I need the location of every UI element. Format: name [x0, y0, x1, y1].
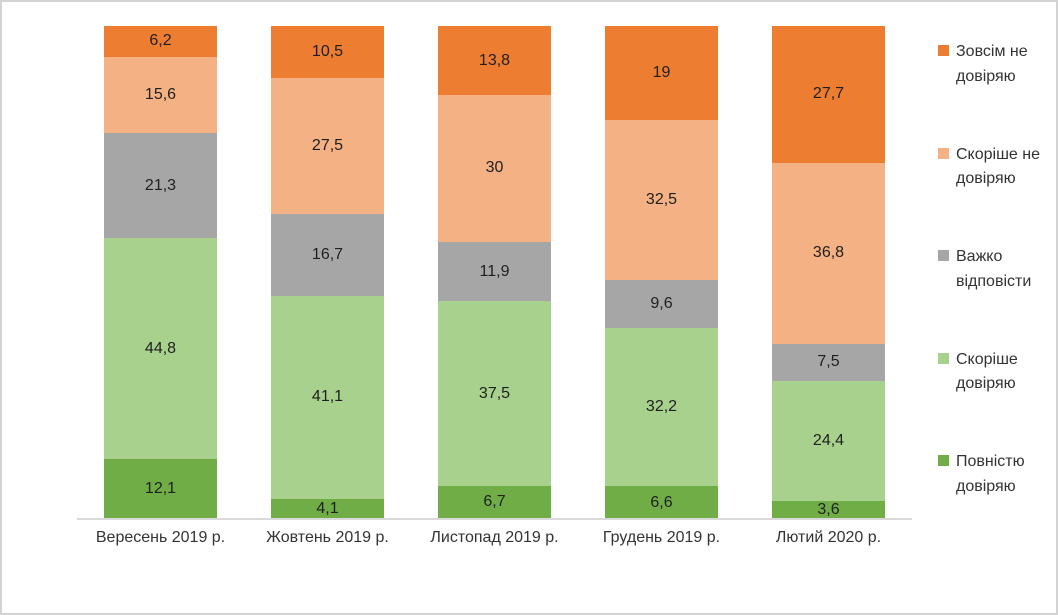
data-label: 7,5: [817, 353, 840, 371]
data-label: 21,3: [144, 176, 177, 194]
legend-label: Зовсім не довіряю: [956, 43, 1028, 85]
data-label: 15,6: [144, 86, 177, 104]
data-label: 6,7: [483, 493, 506, 511]
bar-segment: 6,2: [104, 26, 217, 57]
legend-swatch-icon: [938, 250, 949, 261]
bar-segment: 15,6: [104, 56, 217, 134]
data-label: 13,8: [478, 51, 511, 69]
data-label: 36,8: [812, 244, 845, 262]
legend-label: Важко відповісти: [956, 248, 1032, 290]
legend-item: Скоріше не довіряю: [938, 143, 1056, 193]
bar-segment: 10,5: [271, 26, 384, 79]
data-label: 32,2: [645, 398, 678, 416]
category-axis-label: Жовтень 2019 р.: [266, 529, 389, 546]
data-label: 10,5: [311, 43, 344, 61]
bar-segment: 19: [605, 26, 718, 121]
bar-segment: 21,3: [104, 133, 217, 239]
bar-segment: 9,6: [605, 280, 718, 328]
bar-segment: 16,7: [271, 213, 384, 297]
bar-segment: 7,5: [772, 343, 885, 381]
data-label: 37,5: [478, 384, 511, 402]
bar-segment: 41,1: [271, 296, 384, 499]
bar-segment: 27,5: [271, 78, 384, 214]
data-label: 3,6: [817, 501, 840, 519]
data-label: 16,7: [311, 245, 344, 263]
legend-label: Скоріше не довіряю: [956, 145, 1040, 188]
legend-swatch-icon: [938, 45, 949, 56]
data-label: 27,5: [311, 137, 344, 155]
legend-label: Скоріше довіряю: [956, 350, 1018, 393]
data-label: 24,4: [812, 432, 845, 450]
category-axis-label: Лютий 2020 р.: [775, 529, 882, 546]
bar-segment: 6,7: [438, 485, 551, 519]
legend-swatch-icon: [938, 352, 949, 364]
legend-item: Скоріше довіряю: [938, 348, 1056, 398]
data-label: 27,7: [812, 85, 845, 103]
data-label: 6,2: [149, 32, 172, 50]
legend-item: Важко відповісти: [938, 245, 1056, 295]
legend-item: Зовсім не довіряю: [938, 40, 1056, 90]
data-label: 9,6: [650, 295, 673, 313]
bar-segment: 27,7: [772, 26, 885, 163]
data-label: 11,9: [479, 262, 510, 280]
legend-item: Повністю довіряю: [938, 450, 1056, 500]
bar-segment: 12,1: [104, 459, 217, 519]
data-label: 32,5: [645, 191, 678, 209]
bar-segment: 32,2: [605, 327, 718, 487]
bar-segment: 37,5: [438, 301, 551, 486]
bar-segment: 3,6: [772, 501, 885, 519]
category-axis-label: Листопад 2019 р.: [430, 529, 559, 546]
legend-swatch-icon: [938, 147, 949, 159]
bar-segment: 24,4: [772, 380, 885, 502]
legend-swatch-icon: [938, 455, 949, 466]
bar-segment: 4,1: [271, 498, 384, 519]
category-axis-label: Грудень 2019 р.: [602, 529, 721, 546]
bar-segment: 11,9: [438, 242, 551, 302]
bar-segment: 36,8: [772, 162, 885, 344]
x-axis-line: [77, 518, 912, 520]
category-axis-label: Вересень 2019 р.: [95, 529, 226, 546]
data-label: 44,8: [144, 339, 177, 357]
bar-segment: 44,8: [104, 238, 217, 460]
bar-segment: 13,8: [438, 26, 551, 95]
data-label: 19: [652, 64, 671, 82]
data-label: 12,1: [144, 480, 177, 498]
bar-segment: 32,5: [605, 120, 718, 281]
data-label: 6,6: [650, 493, 673, 511]
data-label: 4,1: [316, 499, 339, 517]
bar-segment: 6,6: [605, 486, 718, 519]
data-label: 41,1: [311, 388, 344, 406]
data-label: 30: [485, 159, 504, 177]
legend-label: Повністю довіряю: [956, 453, 1025, 495]
bar-segment: 30: [438, 94, 551, 243]
